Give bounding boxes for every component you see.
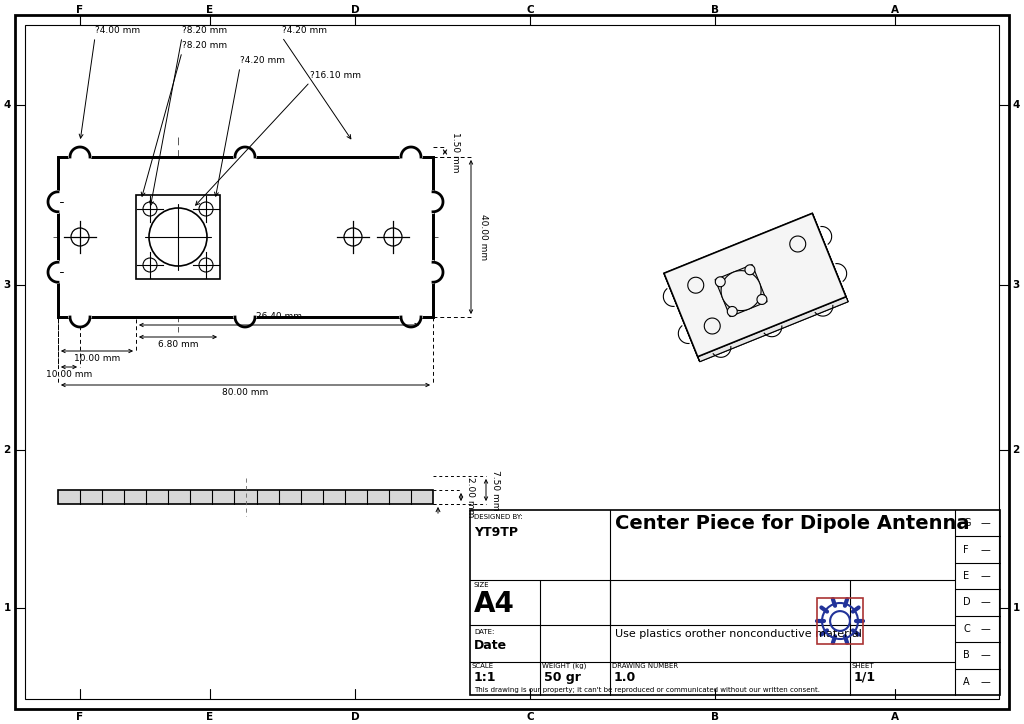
Text: SIZE: SIZE — [474, 582, 489, 589]
Text: F: F — [77, 5, 84, 15]
Text: ?4.20 mm: ?4.20 mm — [282, 26, 327, 35]
Polygon shape — [664, 214, 846, 357]
Text: —: — — [980, 518, 990, 529]
Text: Use plastics orother nonconductive material: Use plastics orother nonconductive mater… — [615, 628, 862, 639]
Text: B: B — [711, 5, 719, 15]
Text: D: D — [350, 5, 359, 15]
Polygon shape — [715, 264, 767, 316]
Text: ?8.20 mm: ?8.20 mm — [182, 26, 227, 35]
Text: ?4.00 mm: ?4.00 mm — [95, 26, 140, 35]
Text: DRAWING NUMBER: DRAWING NUMBER — [612, 662, 678, 669]
Text: ?16.10 mm: ?16.10 mm — [310, 71, 361, 80]
Text: 4: 4 — [1013, 100, 1020, 110]
Text: A: A — [891, 712, 899, 722]
Polygon shape — [666, 219, 848, 362]
Text: A: A — [891, 5, 899, 15]
Polygon shape — [812, 214, 848, 302]
Polygon shape — [234, 317, 255, 327]
Polygon shape — [721, 271, 761, 311]
Polygon shape — [664, 273, 699, 362]
Text: Date: Date — [474, 639, 507, 652]
Text: D: D — [350, 712, 359, 722]
Text: Center Piece for Dipole Antenna: Center Piece for Dipole Antenna — [615, 514, 970, 533]
Text: SHEET: SHEET — [852, 662, 874, 669]
Text: 2: 2 — [3, 445, 10, 455]
Text: This drawing is our property; it can't be reproduced or communicated without our: This drawing is our property; it can't b… — [474, 687, 820, 693]
Text: 7.50 mm: 7.50 mm — [490, 470, 500, 510]
Text: —: — — [980, 677, 990, 687]
Polygon shape — [688, 277, 703, 293]
Polygon shape — [48, 262, 58, 282]
Polygon shape — [790, 236, 806, 252]
Text: ?4.20 mm: ?4.20 mm — [240, 56, 285, 65]
Text: 1.0: 1.0 — [614, 670, 636, 683]
Text: 2.00 mm: 2.00 mm — [466, 477, 475, 517]
Text: C: C — [526, 712, 534, 722]
Text: A4: A4 — [474, 590, 515, 618]
Text: 1/1: 1/1 — [854, 670, 877, 683]
Polygon shape — [70, 147, 90, 157]
Text: DESIGNED BY:: DESIGNED BY: — [474, 514, 522, 520]
Text: 3: 3 — [1013, 280, 1020, 290]
Polygon shape — [48, 192, 58, 212]
Text: —: — — [980, 597, 990, 607]
Text: 4: 4 — [3, 100, 10, 110]
Text: E: E — [963, 571, 969, 581]
Text: —: — — [980, 624, 990, 634]
Bar — [136, 195, 220, 279]
Text: 2: 2 — [1013, 445, 1020, 455]
Text: 1: 1 — [3, 603, 10, 613]
Text: 26.40 mm: 26.40 mm — [256, 312, 302, 321]
Text: C: C — [526, 5, 534, 15]
Text: 10.00 mm: 10.00 mm — [74, 354, 120, 363]
Text: 40.00 mm: 40.00 mm — [479, 214, 488, 260]
Polygon shape — [401, 147, 421, 157]
Text: WEIGHT (kg): WEIGHT (kg) — [542, 662, 587, 669]
Text: G: G — [963, 518, 971, 529]
Polygon shape — [705, 318, 720, 334]
Bar — [58, 157, 433, 317]
Text: 80.00 mm: 80.00 mm — [222, 388, 268, 397]
Polygon shape — [745, 265, 755, 275]
Text: E: E — [207, 5, 214, 15]
Text: E: E — [207, 712, 214, 722]
Text: YT9TP: YT9TP — [474, 526, 518, 539]
Text: —: — — [980, 571, 990, 581]
Text: 3: 3 — [3, 280, 10, 290]
Text: F: F — [77, 712, 84, 722]
Text: —: — — [980, 650, 990, 660]
Text: ?8.20 mm: ?8.20 mm — [182, 41, 227, 50]
Text: B: B — [711, 712, 719, 722]
Text: C: C — [963, 624, 970, 634]
Polygon shape — [234, 147, 255, 157]
Polygon shape — [401, 317, 421, 327]
Polygon shape — [664, 214, 814, 278]
Bar — [58, 157, 433, 317]
Text: 6.80 mm: 6.80 mm — [158, 340, 199, 349]
Text: 10.00 mm: 10.00 mm — [46, 370, 92, 379]
Text: 1:1: 1:1 — [474, 670, 497, 683]
Polygon shape — [433, 192, 443, 212]
Text: SCALE: SCALE — [472, 662, 495, 669]
Polygon shape — [70, 317, 90, 327]
Bar — [470, 510, 1000, 695]
Text: 50 gr: 50 gr — [544, 670, 581, 683]
Polygon shape — [697, 297, 848, 362]
Bar — [817, 598, 863, 644]
Polygon shape — [757, 295, 767, 305]
Text: 1: 1 — [1013, 603, 1020, 613]
Polygon shape — [433, 262, 443, 282]
Text: B: B — [963, 650, 970, 660]
Text: —: — — [980, 544, 990, 555]
Text: D: D — [963, 597, 971, 607]
Text: DATE:: DATE: — [474, 628, 495, 635]
Text: F: F — [963, 544, 969, 555]
Bar — [58, 490, 433, 504]
Polygon shape — [716, 277, 725, 287]
Polygon shape — [727, 306, 737, 316]
Text: 1.50 mm: 1.50 mm — [451, 132, 460, 172]
Text: A: A — [963, 677, 970, 687]
